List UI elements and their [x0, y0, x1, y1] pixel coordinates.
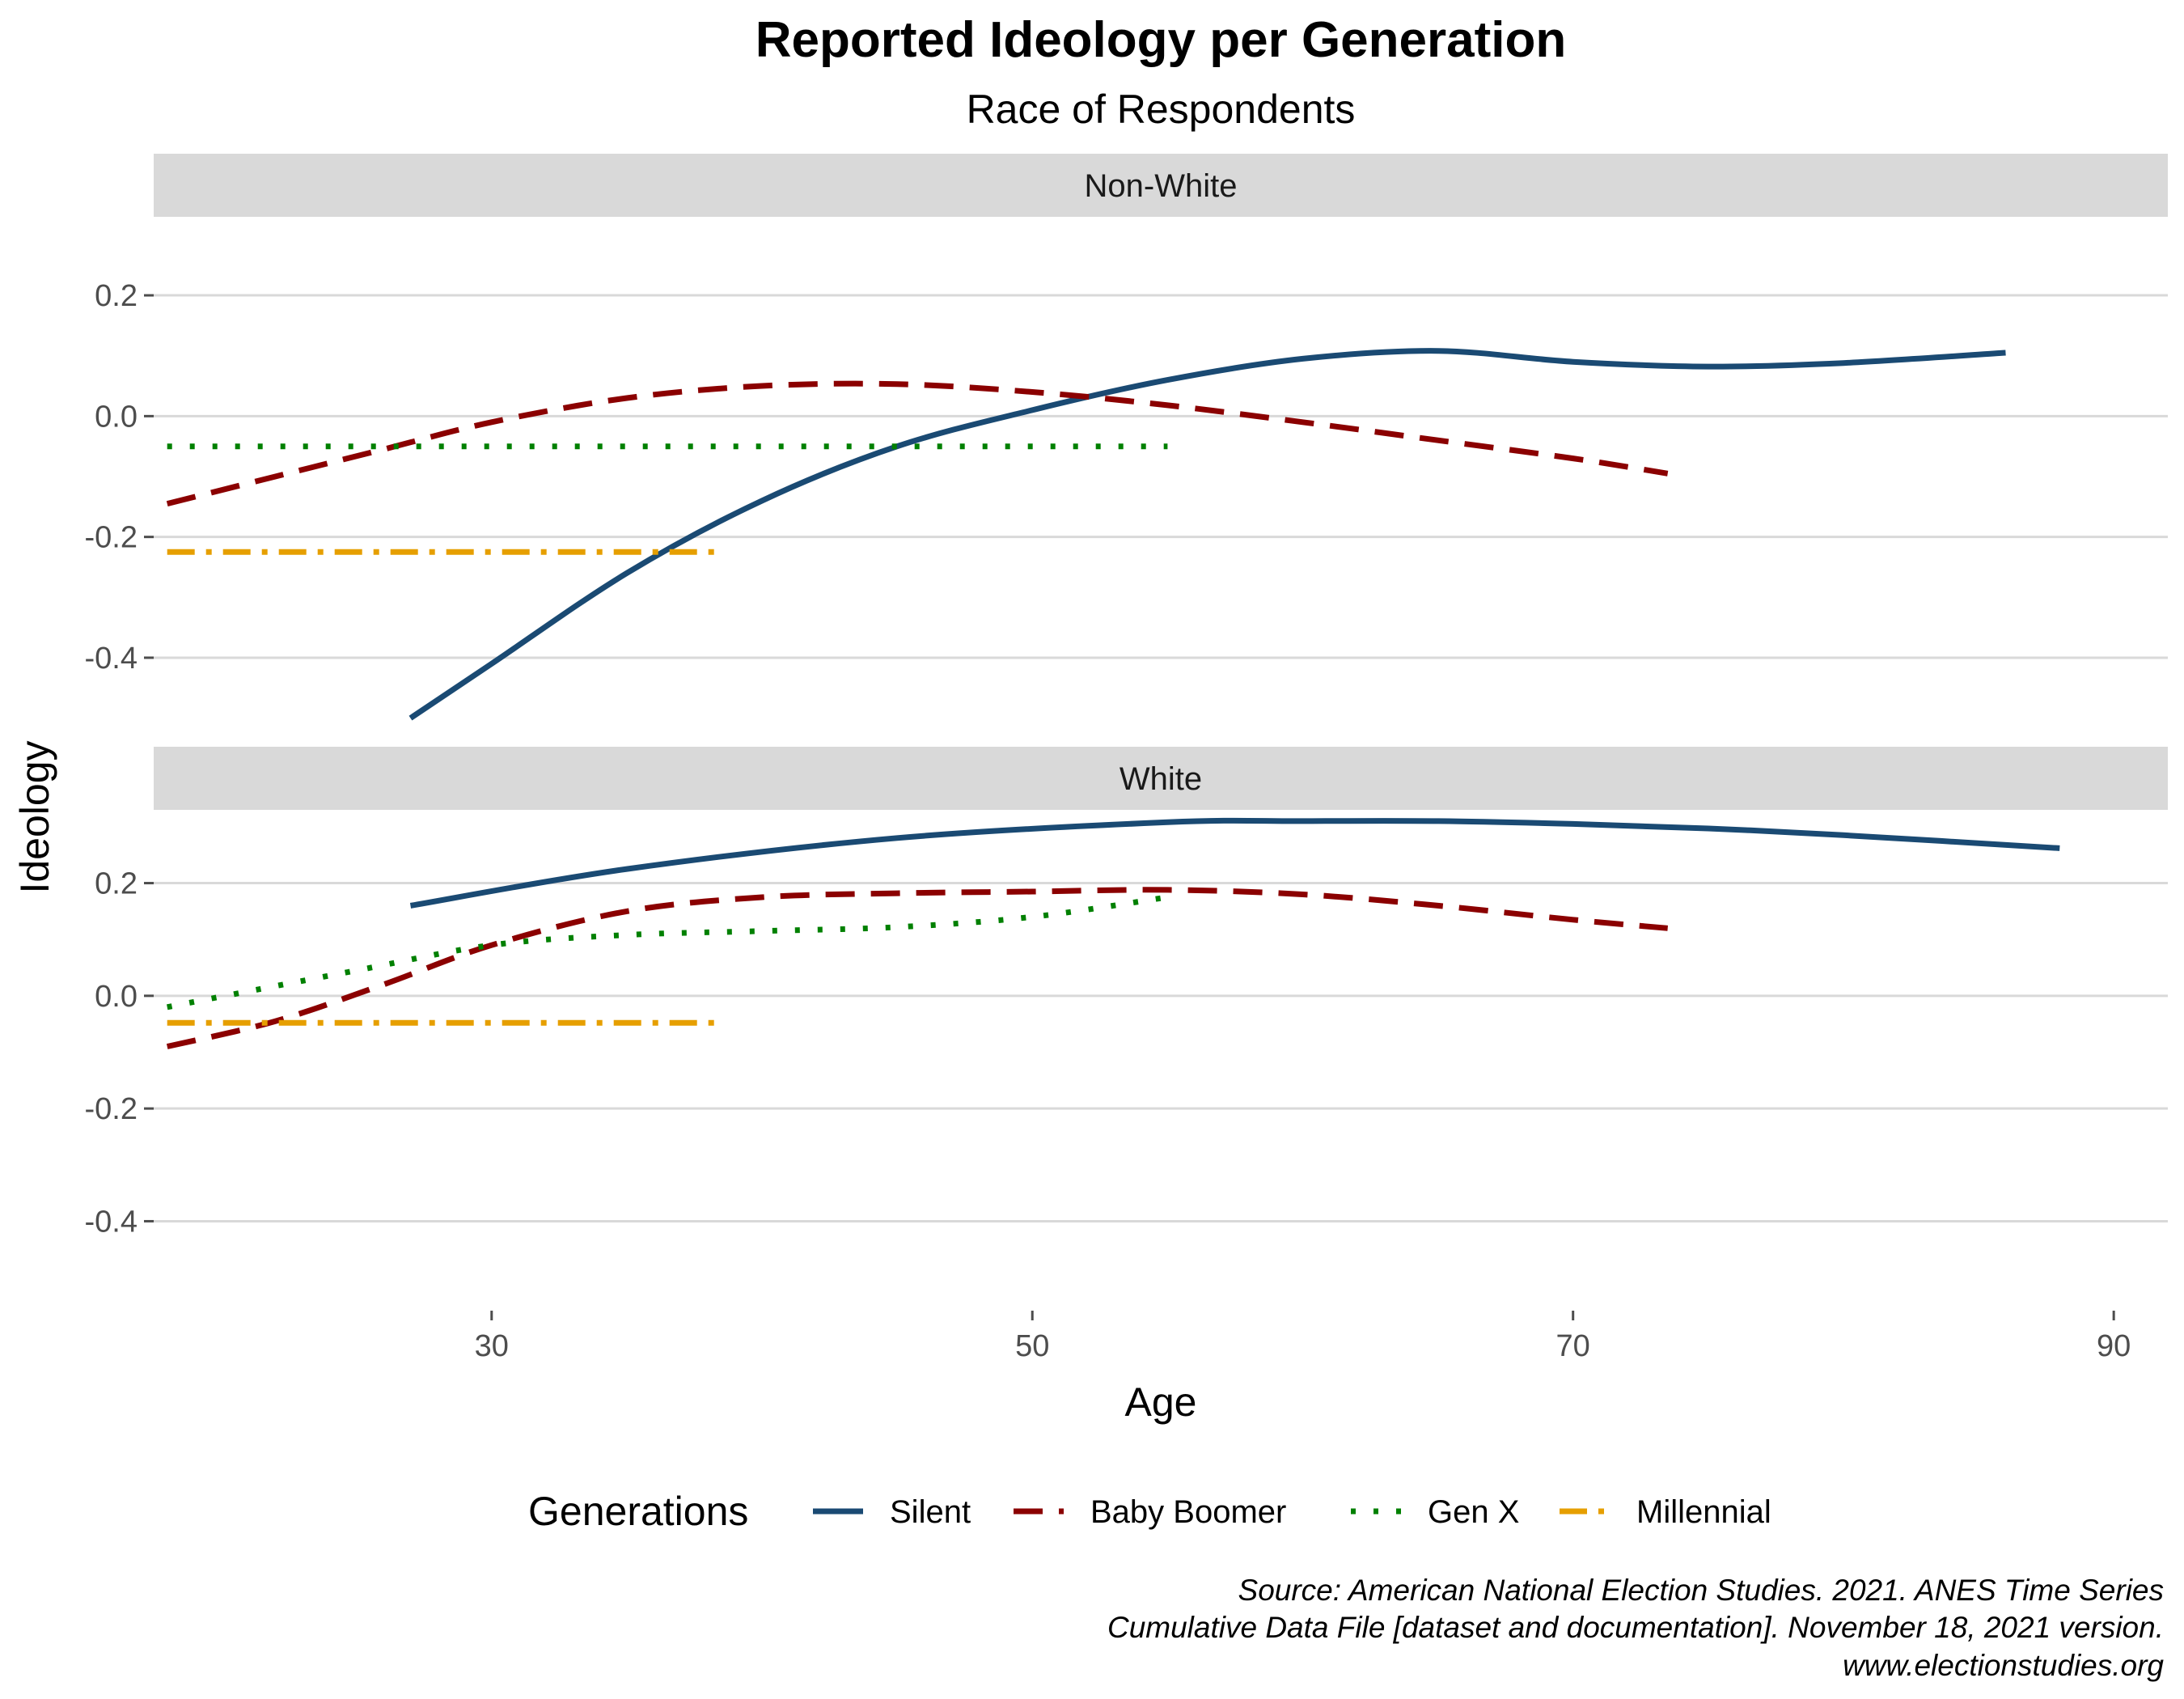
series-line-gen-x — [167, 894, 1168, 1011]
y-tick-label: -0.4 — [85, 1205, 138, 1239]
legend: Generations Silent Baby Boomer Gen X Millen… — [528, 1489, 1771, 1534]
x-tick-label: 70 — [1556, 1329, 1590, 1363]
caption: Source: American National Election Studi… — [1107, 1574, 2164, 1682]
caption-line-2: Cumulative Data File [dataset and docume… — [1107, 1611, 2164, 1644]
x-tick-label: 30 — [475, 1329, 509, 1363]
series-line-silent — [408, 348, 2006, 721]
legend-label: Silent — [890, 1494, 971, 1530]
y-tick-label: 0.0 — [95, 400, 138, 434]
facet-strip-label: White — [1120, 761, 1202, 797]
x-tick-label: 50 — [1015, 1329, 1049, 1363]
legend-title: Generations — [528, 1489, 748, 1534]
y-tick-label: 0.2 — [95, 279, 138, 313]
y-tick-label: -0.2 — [85, 1092, 138, 1126]
x-axis: 30 50 70 90 — [475, 1311, 2131, 1363]
x-axis-title: Age — [1125, 1379, 1197, 1425]
y-axis-title: Ideology — [12, 740, 57, 893]
series-line-baby-boomer — [166, 887, 1669, 1049]
series-line-baby-boomer — [166, 380, 1669, 506]
caption-line-1: Source: American National Election Studi… — [1238, 1574, 2164, 1607]
panel-white: White -0.4 -0.2 0.0 0.2 — [85, 747, 2168, 1239]
facet-strip — [154, 747, 2168, 810]
chart-subtitle: Race of Respondents — [967, 87, 1356, 132]
legend-label: Gen X — [1428, 1494, 1519, 1530]
y-tick-label: 0.0 — [95, 980, 138, 1014]
panel-non-white: Non-White -0.4 -0.2 0.0 0.2 — [85, 154, 2168, 721]
chart-title: Reported Ideology per Generation — [756, 12, 1566, 68]
facet-strip — [154, 154, 2168, 217]
y-tick-label: 0.2 — [95, 867, 138, 901]
x-tick-label: 90 — [2097, 1329, 2131, 1363]
legend-label: Baby Boomer — [1090, 1494, 1286, 1530]
caption-line-3: www.electionstudies.org — [1843, 1649, 2164, 1682]
facet-strip-label: Non-White — [1085, 168, 1238, 204]
series-line-silent — [409, 817, 2060, 909]
y-tick-label: -0.2 — [85, 521, 138, 555]
facet-panels: Non-White -0.4 -0.2 0.0 0.2 White -0.4 -0.2 0.0 0… — [85, 154, 2168, 1239]
y-tick-label: -0.4 — [85, 642, 138, 676]
legend-label: Millennial — [1636, 1494, 1771, 1530]
